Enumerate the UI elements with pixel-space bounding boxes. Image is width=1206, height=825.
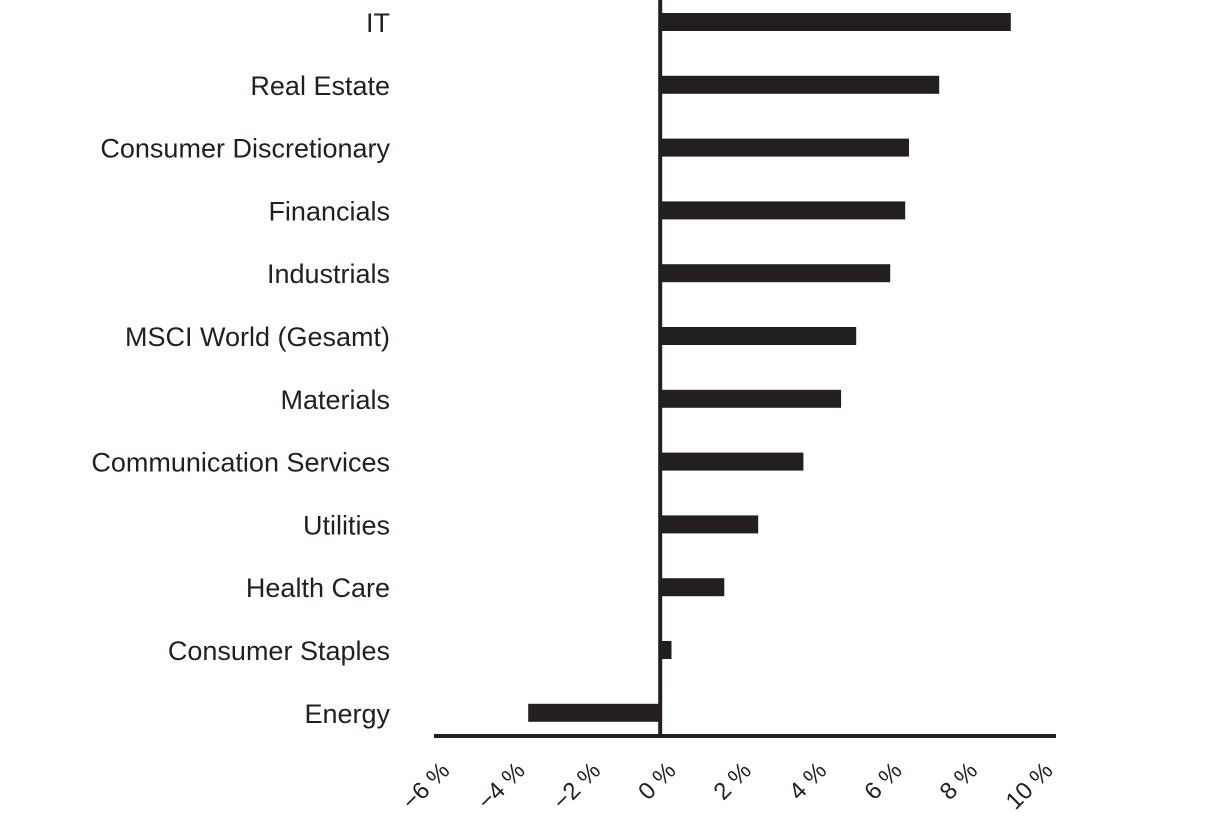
bar xyxy=(660,389,842,408)
x-tick-label: −4 % xyxy=(472,757,530,815)
x-tick-label: 0 % xyxy=(633,757,681,805)
category-label: IT xyxy=(366,8,390,38)
category-label: Health Care xyxy=(246,573,390,603)
bar xyxy=(660,264,891,283)
category-label: Financials xyxy=(268,196,390,226)
bar xyxy=(660,452,804,471)
category-label: Energy xyxy=(304,699,390,729)
bar xyxy=(528,703,661,722)
bars-group xyxy=(528,13,1011,722)
category-labels-group: IT Real Estate Consumer Discretionary Finan… xyxy=(91,8,390,729)
x-tick-label: −6 % xyxy=(397,757,455,815)
bar xyxy=(660,138,909,157)
bar xyxy=(660,515,759,534)
category-label: Utilities xyxy=(303,510,390,540)
x-tick-label: 2 % xyxy=(709,757,757,805)
category-label: Consumer Discretionary xyxy=(100,134,390,164)
category-label: Communication Services xyxy=(91,448,390,478)
x-tick-labels-group: −6 % −4 % −2 % 0 % 2 % 4 % 6 % 8 % 10 % xyxy=(397,757,1058,815)
x-tick-label: 6 % xyxy=(859,757,907,805)
category-label: MSCI World (Gesamt) xyxy=(125,322,390,352)
bar xyxy=(660,13,1011,31)
x-tick-label: −2 % xyxy=(548,757,606,815)
x-tick-label: 8 % xyxy=(935,757,983,805)
bar xyxy=(660,75,940,94)
category-label: Real Estate xyxy=(250,71,390,101)
x-tick-label: 10 % xyxy=(1001,757,1059,815)
bar xyxy=(660,327,857,345)
category-label: Industrials xyxy=(267,259,390,289)
bar xyxy=(660,201,906,220)
bar xyxy=(660,641,672,659)
bar xyxy=(660,578,725,597)
x-tick-label: 4 % xyxy=(784,757,832,805)
category-label: Materials xyxy=(280,385,390,415)
category-label: Consumer Staples xyxy=(168,636,390,666)
